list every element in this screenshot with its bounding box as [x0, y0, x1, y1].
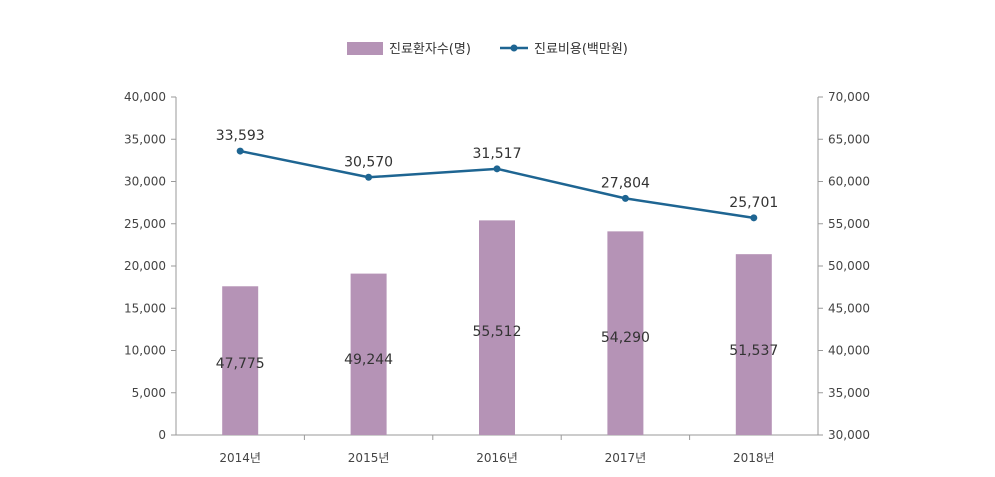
- axes: 0 5,000 10,000 15,000 20,000 25,000 30,000 35,0…: [124, 90, 870, 465]
- line-point: [365, 173, 373, 181]
- bar: [222, 286, 259, 435]
- right-tick-label: 30,000: [828, 428, 870, 442]
- legend-line-label: 진료비용(백만원): [534, 42, 628, 57]
- right-tick-label: 55,000: [828, 217, 870, 231]
- x-tick-label: 2017년: [605, 451, 647, 465]
- left-tick-label: 25,000: [124, 217, 166, 231]
- x-tick-label: 2016년: [476, 451, 518, 465]
- line-data-label: 30,570: [344, 154, 393, 170]
- left-tick-label: 15,000: [124, 301, 166, 315]
- left-tick-label: 0: [158, 428, 166, 442]
- right-tick-label: 35,000: [828, 386, 870, 400]
- right-tick-label: 70,000: [828, 90, 870, 104]
- line-point: [236, 147, 244, 155]
- left-tick-label: 20,000: [124, 259, 166, 273]
- bar: [735, 254, 772, 435]
- legend-bar-swatch: [347, 42, 383, 55]
- legend-line-marker: [510, 44, 518, 52]
- bar-data-label: 49,244: [344, 352, 393, 368]
- line-series: [236, 147, 758, 222]
- right-tick-label: 40,000: [828, 344, 870, 358]
- bar: [607, 231, 644, 435]
- x-tick-label: 2015년: [348, 451, 390, 465]
- left-tick-label: 30,000: [124, 175, 166, 189]
- right-tick-label: 65,000: [828, 132, 870, 146]
- bar-data-label: 51,537: [729, 343, 778, 359]
- right-tick-label: 50,000: [828, 259, 870, 273]
- bar-data-label: 54,290: [601, 330, 650, 346]
- left-tick-label: 35,000: [124, 132, 166, 146]
- line-point: [750, 214, 758, 222]
- data-labels: 47,775 49,244 55,512 54,290 51,537 33,593 30,5…: [216, 128, 779, 372]
- line-data-label: 27,804: [601, 175, 650, 191]
- x-tick-label: 2018년: [733, 451, 775, 465]
- line-data-label: 33,593: [216, 128, 265, 144]
- line-point: [621, 194, 629, 202]
- bar-series: [222, 220, 772, 435]
- legend-bar-label: 진료환자수(명): [389, 42, 471, 57]
- bar: [479, 220, 515, 435]
- bar: [350, 273, 387, 435]
- line-data-label: 25,701: [729, 195, 778, 211]
- line-data-label: 31,517: [473, 146, 522, 162]
- bar-data-label: 55,512: [473, 324, 522, 340]
- right-tick-label: 60,000: [828, 175, 870, 189]
- left-tick-label: 5,000: [132, 386, 166, 400]
- x-tick-label: 2014년: [219, 451, 261, 465]
- bar-data-label: 47,775: [216, 356, 265, 372]
- right-tick-label: 45,000: [828, 301, 870, 315]
- legend: 진료환자수(명) 진료비용(백만원): [347, 42, 628, 57]
- line-point: [493, 165, 501, 173]
- left-tick-label: 10,000: [124, 344, 166, 358]
- left-tick-label: 40,000: [124, 90, 166, 104]
